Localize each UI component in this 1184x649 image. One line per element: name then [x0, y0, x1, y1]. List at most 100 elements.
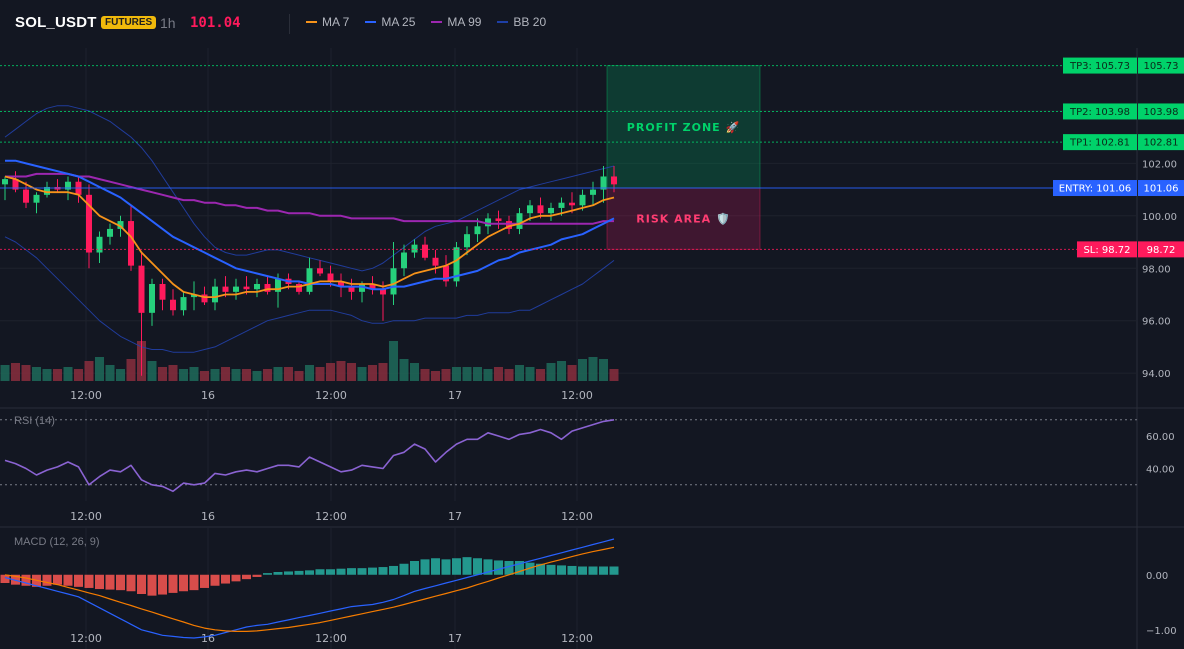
time-tick-label: 17 — [448, 632, 462, 645]
volume-bar — [494, 367, 503, 381]
tp2-price-label: 103.98 — [1144, 107, 1179, 118]
price-tick-label: 100.00 — [1142, 212, 1177, 223]
candle-body — [464, 234, 470, 248]
volume-bar — [315, 367, 325, 381]
candle-body — [401, 252, 407, 269]
volume-bar — [515, 365, 524, 381]
volume-bar — [126, 359, 136, 381]
time-tick-label: 12:00 — [70, 632, 102, 645]
legend-swatch — [365, 21, 377, 23]
volume-bar — [147, 361, 157, 381]
candle-body — [12, 179, 19, 190]
macd-histogram-bar — [231, 574, 241, 582]
legend-label: MA 99 — [447, 15, 482, 29]
macd-histogram-bar — [74, 574, 83, 587]
macd-histogram-bar — [273, 572, 283, 575]
macd-histogram-bar — [578, 566, 587, 575]
indicator-legend: MA 7 MA 25 MA 99 BB 20 — [306, 15, 546, 29]
candle-body — [453, 247, 460, 282]
price-tick-label: 96.00 — [1142, 317, 1171, 328]
volume-bar — [63, 367, 73, 381]
price-tick-label: 98.00 — [1142, 264, 1171, 275]
symbol-name[interactable]: SOL_USDT — [15, 14, 97, 31]
volume-bar — [588, 357, 598, 381]
candle-body — [411, 244, 418, 253]
macd-tick-label: −1.00 — [1146, 626, 1177, 637]
tp3-level-label: TP3: 105.73 — [1069, 61, 1130, 72]
macd-histogram-bar — [599, 566, 608, 575]
macd-histogram-bar — [179, 574, 188, 592]
candle-body — [527, 205, 533, 214]
legend-item[interactable]: MA 7 — [306, 15, 349, 29]
macd-signal-line — [4, 546, 615, 633]
volume-bar — [378, 363, 388, 381]
candle-body — [212, 286, 218, 303]
macd-histogram-bar — [557, 565, 566, 575]
volume-bar — [567, 365, 577, 381]
macd-title: MACD (12, 26, 9) — [14, 536, 100, 548]
macd-histogram-bar — [137, 574, 146, 594]
time-tick-label: 17 — [448, 510, 462, 523]
macd-histogram-bar — [84, 574, 94, 588]
sl-price-tag — [1138, 241, 1184, 258]
volume-bar — [578, 359, 587, 381]
candle-body — [443, 265, 449, 282]
volume-bar — [252, 371, 262, 381]
volume-bar — [557, 361, 566, 381]
volume-bar — [483, 369, 493, 381]
macd-histogram-bar — [21, 574, 31, 586]
volume-bar — [357, 367, 367, 381]
tp2-level-tag — [1063, 103, 1137, 120]
macd-histogram-bar — [200, 574, 209, 588]
macd-histogram-bar — [242, 574, 251, 580]
legend-swatch — [497, 21, 509, 23]
candle-body — [107, 228, 113, 237]
candle-body — [275, 278, 281, 292]
candle-body — [558, 202, 565, 208]
macd-histogram-bar — [105, 574, 115, 590]
volume-bar — [105, 365, 115, 381]
interval-label[interactable]: 1h — [160, 15, 176, 31]
candle-body — [149, 283, 155, 313]
tp2-price-tag — [1138, 103, 1184, 120]
macd-histogram-bar — [95, 574, 104, 590]
candle-body — [600, 176, 607, 190]
candle-body — [474, 226, 481, 235]
legend-item[interactable]: MA 25 — [365, 15, 415, 29]
volume-bar — [452, 367, 461, 381]
candle-body — [506, 221, 512, 229]
legend-item[interactable]: MA 99 — [431, 15, 481, 29]
ma99-line — [5, 172, 614, 225]
risk-zone-label: RISK AREA 🛡️ — [636, 213, 730, 226]
chart-canvas[interactable]: 94.0096.0098.00100.00102.00104.0012:0016… — [0, 48, 1184, 649]
time-tick-label: 12:00 — [561, 510, 593, 523]
macd-histogram-bar — [189, 574, 199, 591]
volume-bar — [84, 361, 94, 381]
volume-bar — [263, 369, 272, 381]
legend-item[interactable]: BB 20 — [497, 15, 546, 29]
volume-bar — [284, 367, 293, 381]
volume-bar — [74, 369, 83, 381]
rsi-tick-label: 60.00 — [1146, 432, 1175, 443]
profit-zone-label: PROFIT ZONE 🚀 — [627, 121, 740, 134]
time-tick-label: 12:00 — [315, 510, 347, 523]
macd-histogram-bar — [609, 566, 619, 575]
macd-tick-label: 0.00 — [1146, 571, 1168, 582]
macd-histogram-bar — [504, 561, 514, 575]
macd-histogram-bar — [252, 574, 262, 577]
candle-body — [23, 189, 29, 203]
candle-body — [233, 286, 239, 292]
macd-histogram-bar — [42, 574, 52, 586]
volume-bar — [525, 367, 535, 381]
volume-bar — [347, 363, 356, 381]
macd-histogram-bar — [305, 570, 314, 575]
macd-histogram-bar — [567, 565, 577, 575]
volume-bar — [536, 369, 545, 381]
tp1-level-tag — [1063, 134, 1137, 151]
volume-bar — [116, 369, 125, 381]
macd-line — [4, 538, 615, 639]
time-tick-label: 12:00 — [315, 632, 347, 645]
macd-histogram-bar — [389, 565, 398, 575]
volume-bar — [294, 371, 304, 381]
tp3-price-label: 105.73 — [1144, 61, 1179, 72]
